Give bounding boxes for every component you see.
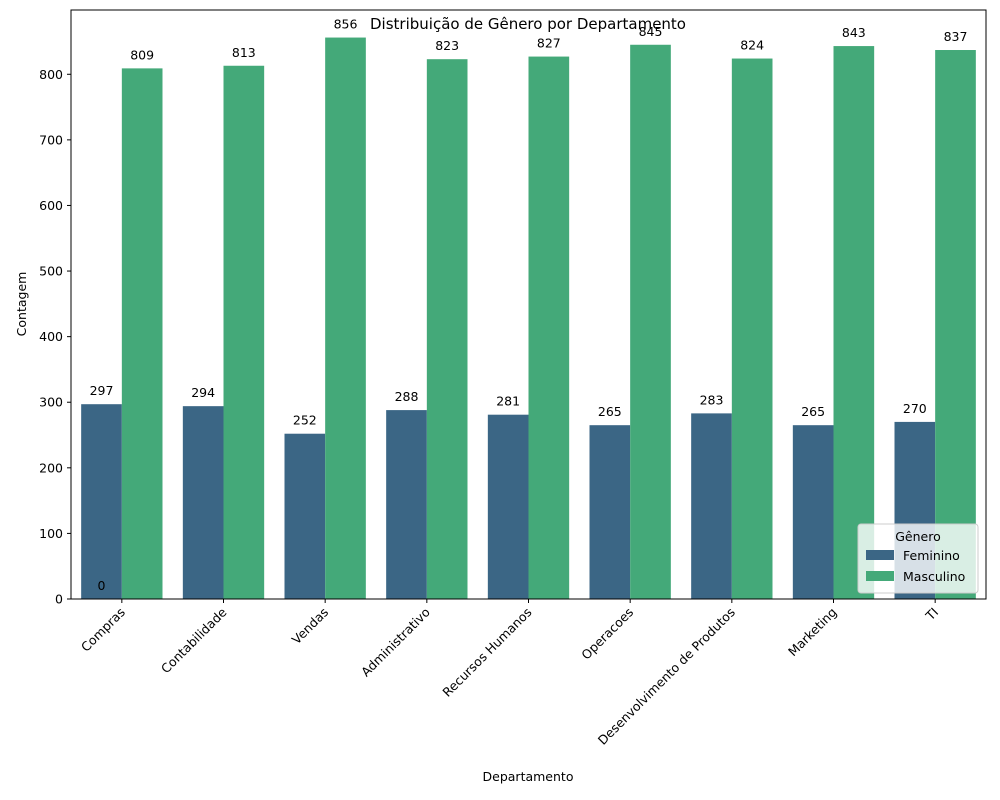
x-tick-label-administrativo: Administrativo [358,605,433,680]
x-tick-label-vendas: Vendas [289,605,332,648]
bar-masculino-administrativo [426,59,468,600]
legend-label-feminino: Feminino [903,548,960,563]
plot-frame [70,9,987,600]
bar-value-label-feminino-compras: 297 [90,383,114,398]
bar-feminino-marketing [792,425,834,599]
y-tick-label-0: 0 [55,592,63,607]
bar-value-label-feminino-contabilidade: 294 [191,385,215,400]
x-tick-label-ti: TI [922,605,941,624]
bar-masculino-contabilidade [223,65,265,600]
y-tick-label-300: 300 [39,395,63,410]
bar-masculino-marketing [833,46,875,600]
bar-value-label-feminino-vendas: 252 [293,413,317,428]
y-tick-label-600: 600 [39,198,63,213]
bar-masculino-desenvolvimento-de-produtos [731,58,773,600]
bar-feminino-recursos-humanos [487,414,529,599]
y-tick-label-100: 100 [39,526,63,541]
bar-feminino-compras [81,404,122,599]
legend-label-masculino: Masculino [903,569,965,584]
bar-value-label-masculino-ti: 837 [944,29,968,44]
x-tick-label-marketing: Marketing [785,605,840,660]
y-tick-label-800: 800 [39,67,63,82]
bar-value-label-feminino-recursos-humanos: 281 [496,394,520,409]
y-tick-label-200: 200 [39,460,63,475]
bar-labels-group: 297 809 294 813 252 856 288 823 281 827 265 845 283 8… [90,17,968,593]
bar-feminino-contabilidade [182,406,224,599]
x-axis: Compras Contabilidade Vendas Administrativo… [78,599,941,748]
y-tick-label-400: 400 [39,329,63,344]
bar-value-label-masculino-administrativo: 823 [435,38,459,53]
x-tick-label-operacoes: Operacoes [578,605,636,663]
bars-group [81,37,976,600]
y-tick-label-700: 700 [39,132,63,147]
bar-value-label-masculino-contabilidade: 813 [232,45,256,60]
x-axis-title: Departamento [483,769,574,784]
bar-masculino-operacoes [630,44,671,599]
legend-title: Gênero [895,529,941,544]
bar-value-label-feminino-operacoes: 265 [598,404,622,419]
extra-value-label-0: 0 [98,578,106,593]
legend-swatch-masculino [866,571,894,581]
bar-feminino-vendas [284,433,326,599]
bar-feminino-desenvolvimento-de-produtos [691,413,732,599]
bar-value-label-masculino-operacoes: 845 [639,24,663,39]
bar-value-label-feminino-marketing: 265 [801,404,825,419]
y-tick-label-500: 500 [39,264,63,279]
bar-feminino-administrativo [386,410,427,599]
bar-masculino-vendas [325,37,366,599]
bar-masculino-ti [935,50,976,600]
bar-value-label-masculino-vendas: 856 [334,17,358,32]
bar-value-label-masculino-desenvolvimento-de-produtos: 824 [740,38,764,53]
bar-value-label-masculino-recursos-humanos: 827 [537,36,561,51]
x-tick-label-compras: Compras [78,605,128,655]
bar-value-label-masculino-compras: 809 [130,47,154,62]
bar-value-label-feminino-desenvolvimento-de-produtos: 283 [700,392,724,407]
legend-swatch-feminino [866,550,894,560]
x-tick-label-contabilidade: Contabilidade [158,604,230,676]
bar-masculino-recursos-humanos [528,56,570,600]
bar-feminino-operacoes [589,425,631,599]
y-axis-title: Contagem [14,272,29,337]
chart-title: Distribuição de Gênero por Departamento [370,15,686,33]
bar-value-label-masculino-marketing: 843 [842,25,866,40]
legend: Gênero Feminino Masculino [857,523,979,594]
x-tick-label-recursos-humanos: Recursos Humanos [439,605,534,700]
y-axis: 0 100 200 300 400 500 600 700 800 [39,67,71,607]
bar-masculino-compras [121,68,163,600]
bar-value-label-feminino-administrativo: 288 [395,389,419,404]
bar-value-label-feminino-ti: 270 [903,401,927,416]
